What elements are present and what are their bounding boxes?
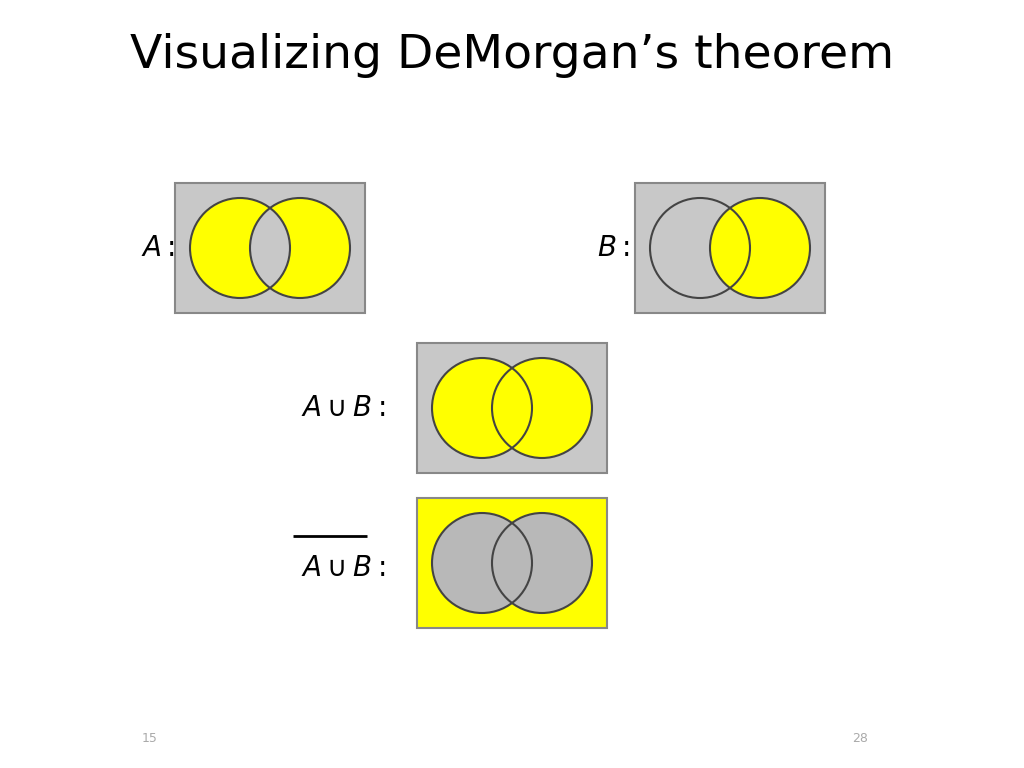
Text: $B:$: $B:$: [597, 234, 630, 262]
Circle shape: [492, 358, 592, 458]
Circle shape: [432, 358, 532, 458]
Bar: [635, 183, 825, 313]
Text: Visualizing DeMorgan’s theorem: Visualizing DeMorgan’s theorem: [130, 33, 894, 78]
Text: $A \cup B:$: $A \cup B:$: [301, 554, 385, 582]
Circle shape: [250, 198, 350, 298]
Text: $A \cup B:$: $A \cup B:$: [301, 394, 385, 422]
Text: 28: 28: [852, 731, 868, 744]
Circle shape: [650, 198, 750, 298]
Text: 15: 15: [142, 731, 158, 744]
Polygon shape: [512, 358, 592, 458]
Circle shape: [190, 198, 290, 298]
Bar: [175, 183, 365, 313]
Circle shape: [492, 513, 592, 613]
Circle shape: [710, 198, 810, 298]
Text: $A:$: $A:$: [141, 234, 175, 262]
Polygon shape: [270, 198, 350, 298]
Polygon shape: [730, 198, 810, 298]
Bar: [417, 498, 607, 628]
Circle shape: [432, 513, 532, 613]
Bar: [417, 343, 607, 473]
